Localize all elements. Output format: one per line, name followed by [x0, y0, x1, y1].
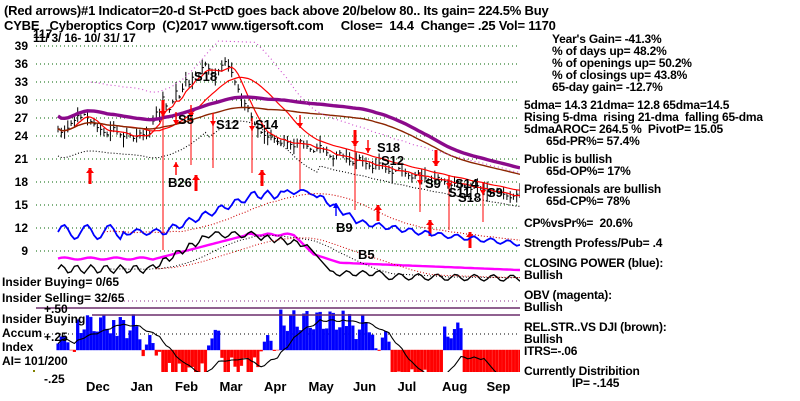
- info-closing-power-title: CLOSING POWER (blue):: [524, 256, 664, 270]
- insider-selling-count: Insider Selling= 32/65: [2, 291, 125, 305]
- signal-label-s14-3: S14: [255, 117, 279, 132]
- price-y-axis: 39 36 33 30 27 24 21 18 15 12 9: [0, 40, 28, 340]
- info-closings-up: % of closings up= 43.8%: [552, 68, 688, 82]
- month-label-jan: Jan: [130, 379, 153, 394]
- info-ip: IP= -.145: [572, 376, 620, 390]
- info-obv-value: Bullish: [524, 300, 563, 314]
- signal-label-s18-0: S18: [194, 69, 218, 84]
- signal-label-s11-9: S11: [448, 185, 471, 200]
- info-dma-trend: Rising 5-dma rising 21-dma falling 65-dm…: [524, 110, 763, 124]
- accum-index-ai: AI= 101/200: [2, 354, 68, 368]
- accum-scale-plus-quarter: +.25: [44, 330, 68, 344]
- info-65d-op: 65d-OP%= 17%: [546, 164, 631, 178]
- accum-panel-title-1: Insider Buying: [2, 312, 86, 326]
- month-label-sep: Sep: [486, 379, 511, 394]
- month-label-jul: Jul: [397, 379, 417, 394]
- month-label-jun: Jun: [353, 379, 377, 394]
- info-65d-pr: 65d-PR%= 57.4%: [546, 134, 640, 148]
- month-label-mar: Mar: [219, 379, 243, 394]
- signal-label-s14-8: S14: [455, 176, 479, 191]
- signal-label-s18-10: S18: [458, 190, 482, 205]
- y-tick-33: 33: [14, 75, 28, 89]
- info-professionals-status: Professionals are bullish: [524, 182, 662, 196]
- info-days-up: % of days up= 48.2%: [552, 44, 667, 58]
- month-label-feb: Feb: [175, 379, 199, 394]
- y-tick-15: 15: [14, 198, 28, 212]
- info-obv-title: OBV (magenta):: [524, 288, 612, 302]
- info-itrs: ITRS=-.06: [524, 344, 578, 358]
- y-tick-36: 36: [14, 57, 28, 71]
- info-relstr-value: Bullish: [524, 332, 563, 346]
- info-public-status: Public is bullish: [524, 152, 612, 166]
- accum-panel-title-2: Accum: [2, 326, 43, 340]
- y-tick-18: 18: [14, 175, 28, 189]
- signal-label-s5-1: S5: [178, 112, 194, 127]
- info-aroc: 5dmaAROC= 264.5 % PivotP= 15.05: [524, 122, 724, 136]
- info-dma-values: 5dma= 14.3 21dma= 12.8 65dma=14.5: [524, 98, 730, 112]
- info-65d-cp: 65d-CP%= 78%: [546, 194, 630, 208]
- signal-label-s9-11: S9: [487, 185, 503, 200]
- accum-panel-title-3: Index: [2, 340, 34, 354]
- accum-scale-plus-half: +.50: [44, 302, 68, 316]
- info-strength: Strength Profess/Pub= .4: [524, 236, 663, 250]
- info-cp-vs-pr: CP%vsPr%= 20.6%: [524, 216, 633, 230]
- y-tick-21: 21: [14, 152, 28, 166]
- info-relstr-title: REL.STR..VS DJI (brown):: [524, 320, 667, 334]
- info-years-gain: Year's Gain= -41.3%: [552, 32, 662, 46]
- y-tick-9: 9: [21, 244, 28, 258]
- signal-label-b26-4: B26: [168, 175, 192, 190]
- info-panel: Year's Gain= -41.3% % of days up= 48.2% …: [524, 32, 800, 389]
- volume-scale-label: 117: [33, 27, 53, 41]
- y-tick-24: 24: [14, 129, 28, 143]
- info-openings-up: % of openings up= 50.2%: [552, 56, 692, 70]
- signal-label-b9-12: B9: [336, 220, 353, 235]
- accum-scale-minus-quarter: -.25: [44, 372, 65, 386]
- header-line-ticker: CYBE Cyberoptics Corp (C)2017 www.tigers…: [4, 18, 556, 33]
- y-tick-27: 27: [14, 111, 28, 125]
- info-closing-power-value: Bullish: [524, 268, 563, 282]
- month-label-apr: Apr: [264, 379, 287, 394]
- info-65day-gain: 65-day gain= -12.7%: [552, 80, 663, 94]
- info-distribution: Currently Distribition: [524, 364, 640, 378]
- y-tick-30: 30: [14, 93, 28, 107]
- month-label-may: May: [308, 379, 334, 394]
- signal-label-s18-5: S18: [377, 140, 401, 155]
- header-line-indicator: (Red arrows)#1 Indicator=20-d St-PctD go…: [4, 3, 549, 18]
- signal-label-b5-13: B5: [358, 247, 375, 262]
- signal-label-s9-7: S9: [425, 176, 441, 191]
- month-label-aug: Aug: [442, 379, 468, 394]
- insider-buying-count: Insider Buying= 0/65: [2, 275, 120, 289]
- month-label-dec: Dec: [86, 379, 110, 394]
- signal-label-s12-2: S12: [216, 117, 240, 132]
- y-tick-39: 39: [14, 39, 28, 53]
- y-tick-12: 12: [14, 221, 28, 235]
- signal-label-s12-6: S12: [381, 153, 405, 168]
